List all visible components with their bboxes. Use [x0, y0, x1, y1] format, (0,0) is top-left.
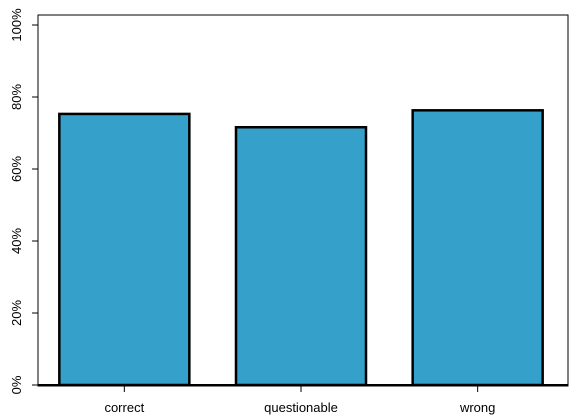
y-axis: 0% 20% 40% 60% 80% 100% [9, 8, 38, 394]
y-tick-label: 20% [9, 300, 24, 326]
y-tick-label: 0% [9, 375, 24, 394]
bars [58, 109, 544, 387]
x-tick-label-questionable: questionable [264, 400, 338, 415]
bar-correct [58, 112, 191, 387]
y-tick-label: 60% [9, 156, 24, 182]
y-tick-label: 80% [9, 84, 24, 110]
bar-wrong [411, 109, 544, 387]
y-tick-label: 40% [9, 228, 24, 254]
y-tick-label: 100% [9, 8, 24, 42]
x-axis: correct questionable wrong [104, 386, 495, 415]
bar-questionable [234, 125, 368, 387]
x-tick-label-correct: correct [104, 400, 144, 415]
x-tick-label-wrong: wrong [459, 400, 495, 415]
